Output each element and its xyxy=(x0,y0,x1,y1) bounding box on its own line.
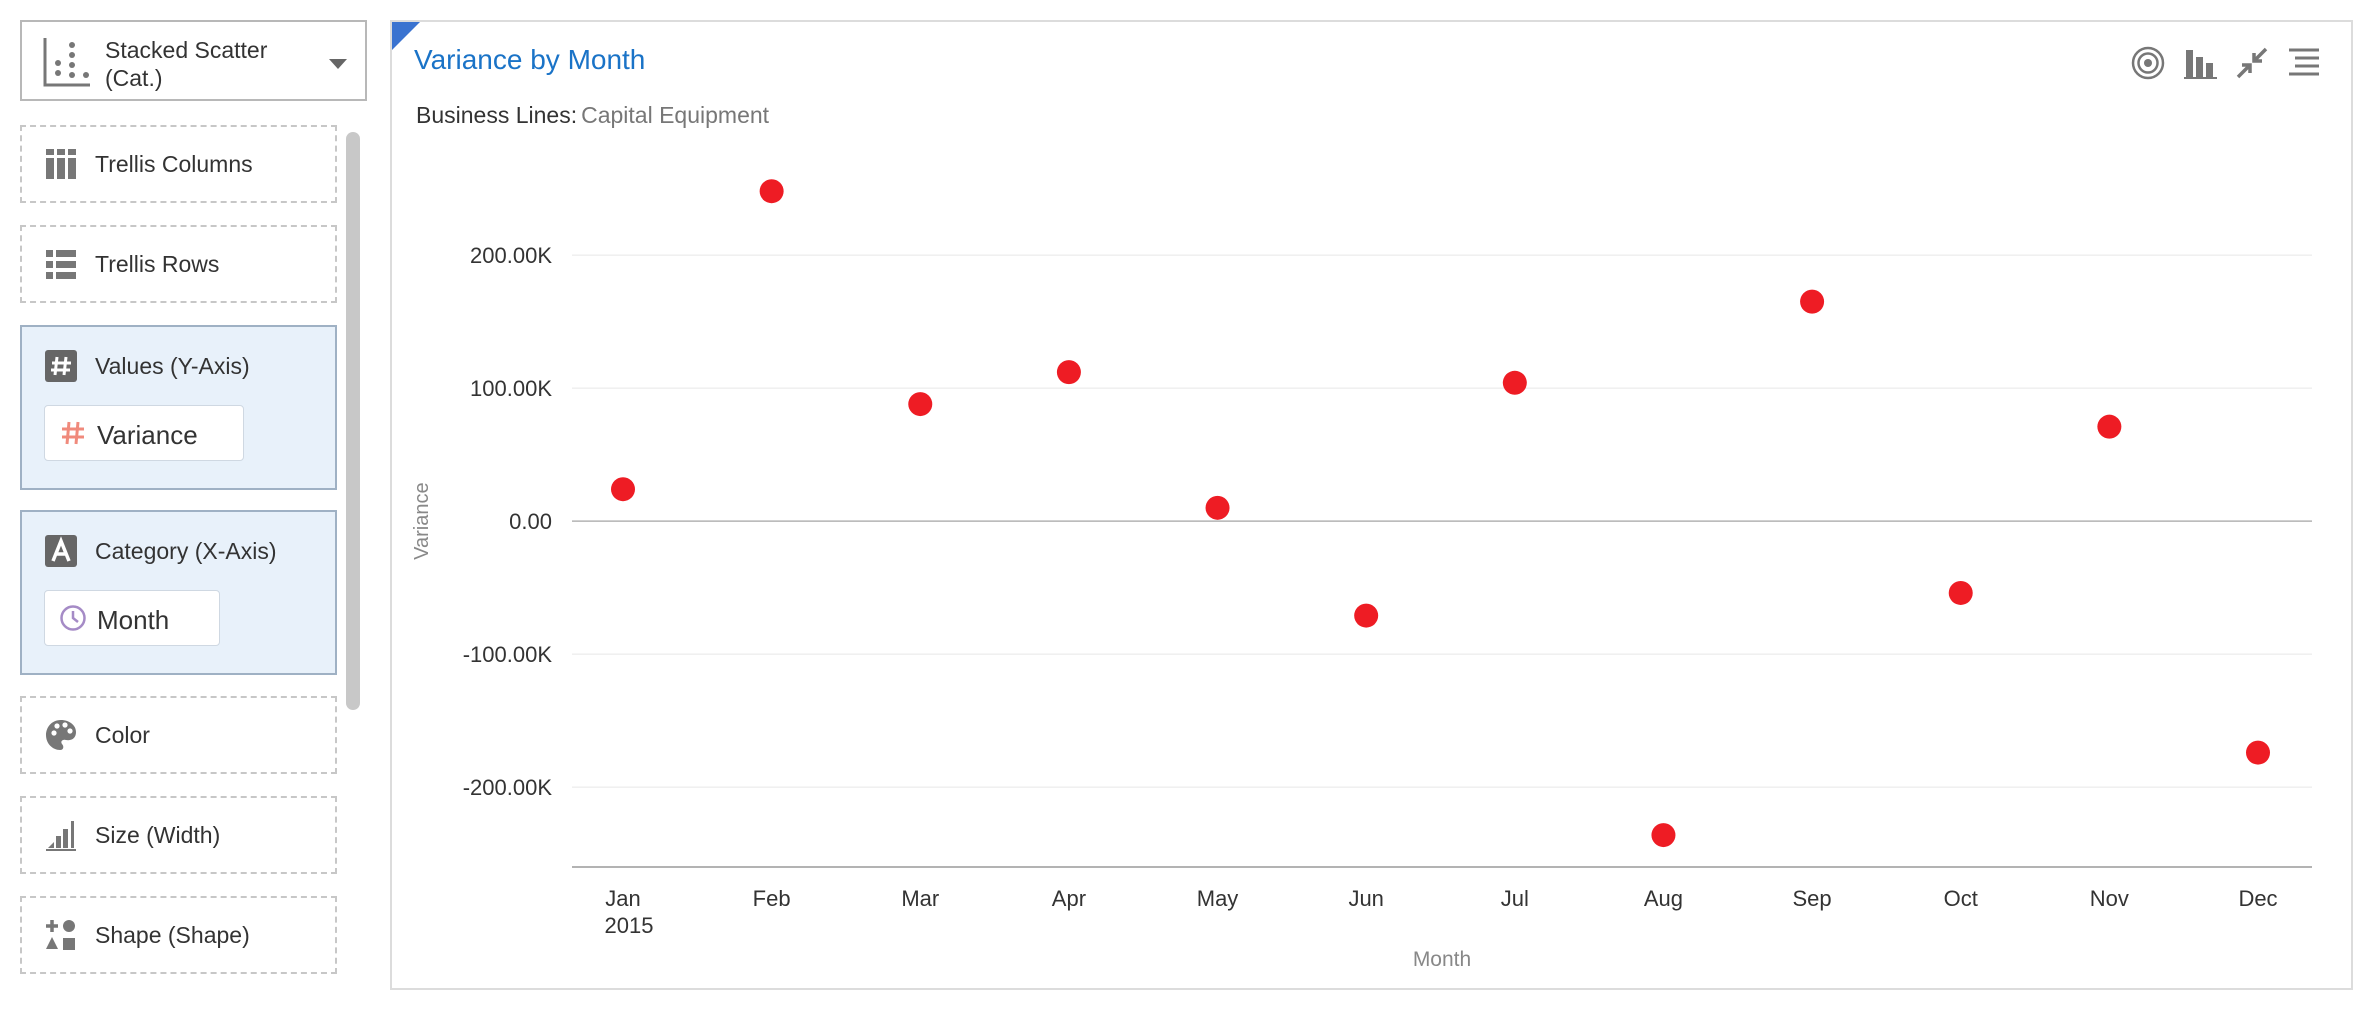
trellis-rows-icon xyxy=(46,250,76,279)
y-tick-label: -100.00K xyxy=(463,642,553,667)
collapse-icon[interactable] xyxy=(2233,44,2271,82)
x-tick-label: Jul xyxy=(1501,886,1529,911)
shapes-icon xyxy=(46,920,75,950)
filter-value: Capital Equipment xyxy=(581,102,770,128)
y-tick-label: 100.00K xyxy=(470,376,552,401)
chart-type-selector[interactable]: Stacked Scatter (Cat.) xyxy=(20,20,367,101)
well-label: Category (X-Axis) xyxy=(95,538,277,564)
well-label: Values (Y-Axis) xyxy=(95,353,250,379)
field-pill-month[interactable]: Month xyxy=(44,590,220,646)
number-hash-icon xyxy=(45,350,77,382)
selection-corner-flag xyxy=(392,22,420,50)
well-label: Trellis Columns xyxy=(95,151,253,177)
y-tick-label: 0.00 xyxy=(509,509,552,534)
data-point[interactable] xyxy=(759,179,784,204)
filter-line: Business Lines: Capital Equipment xyxy=(416,102,769,129)
well-label: Trellis Rows xyxy=(95,251,220,277)
well-category-x-axis[interactable]: Category (X-Axis) Month xyxy=(20,510,337,675)
y-axis-title: Variance xyxy=(411,482,433,559)
x-tick-label: Oct xyxy=(1944,886,1978,911)
x-tick-label: Feb xyxy=(753,886,791,911)
well-trellis-rows[interactable]: Trellis Rows xyxy=(20,225,337,303)
data-point[interactable] xyxy=(1651,823,1676,848)
well-size-width[interactable]: Size (Width) xyxy=(20,796,337,874)
filter-label: Business Lines: xyxy=(416,102,578,128)
x-tick-sublabel: 2015 xyxy=(605,913,654,938)
number-hash-icon xyxy=(62,421,84,445)
data-point[interactable] xyxy=(908,392,933,417)
data-point[interactable] xyxy=(1948,580,1973,605)
x-tick-label: Nov xyxy=(2090,886,2129,911)
well-label: Color xyxy=(95,722,150,748)
y-tick-label: 200.00K xyxy=(470,243,552,268)
x-tick-label: Jan xyxy=(605,886,640,911)
x-tick-label: Apr xyxy=(1052,886,1086,911)
data-point[interactable] xyxy=(2246,740,2270,765)
chart-title[interactable]: Variance by Month xyxy=(414,44,646,75)
scatter-chart-icon xyxy=(43,38,90,87)
x-tick-label: Dec xyxy=(2238,886,2277,911)
data-point[interactable] xyxy=(1354,603,1379,628)
y-tick-label: -200.00K xyxy=(463,775,553,800)
well-label: Shape (Shape) xyxy=(95,922,250,948)
data-point[interactable] xyxy=(1205,495,1230,520)
panel-scrollbar[interactable] xyxy=(346,132,360,710)
menu-icon[interactable] xyxy=(2285,44,2323,82)
data-point[interactable] xyxy=(1502,370,1527,395)
bar-chart-icon[interactable] xyxy=(2181,44,2219,82)
well-values-y-axis[interactable]: Values (Y-Axis) Variance xyxy=(20,325,337,490)
field-pill-variance[interactable]: Variance xyxy=(44,405,244,461)
x-tick-label: Mar xyxy=(901,886,939,911)
trellis-columns-icon xyxy=(46,149,76,179)
field-pill-label: Month xyxy=(97,605,170,635)
palette-icon xyxy=(46,720,76,750)
chart-panel: Variance by Month Business Lines: Capital… xyxy=(390,20,2353,990)
chart-type-label: Stacked Scatter (Cat.) xyxy=(105,37,268,91)
x-tick-label: May xyxy=(1197,886,1239,911)
well-shape[interactable]: Shape (Shape) xyxy=(20,896,337,974)
data-point[interactable] xyxy=(2097,414,2122,439)
text-attribute-icon xyxy=(45,535,77,567)
x-tick-label: Jun xyxy=(1348,886,1383,911)
clock-icon xyxy=(60,605,86,631)
well-trellis-columns[interactable]: Trellis Columns xyxy=(20,125,337,203)
data-point[interactable] xyxy=(1800,289,1825,314)
x-axis-title: Month xyxy=(1413,948,1471,971)
well-label: Size (Width) xyxy=(95,822,221,848)
well-color[interactable]: Color xyxy=(20,696,337,774)
size-width-icon xyxy=(46,821,76,851)
field-pill-label: Variance xyxy=(97,420,198,450)
chart-toolbar xyxy=(2129,44,2329,82)
x-tick-label: Aug xyxy=(1644,886,1683,911)
chevron-down-icon[interactable] xyxy=(329,59,347,69)
data-point[interactable] xyxy=(1056,360,1081,385)
scatter-plot: 200.00K 100.00K 0.00 -100.00K -200.00K Jan201… xyxy=(411,179,2312,971)
data-point[interactable] xyxy=(611,477,635,502)
x-tick-label: Sep xyxy=(1793,886,1832,911)
target-icon[interactable] xyxy=(2129,44,2167,82)
